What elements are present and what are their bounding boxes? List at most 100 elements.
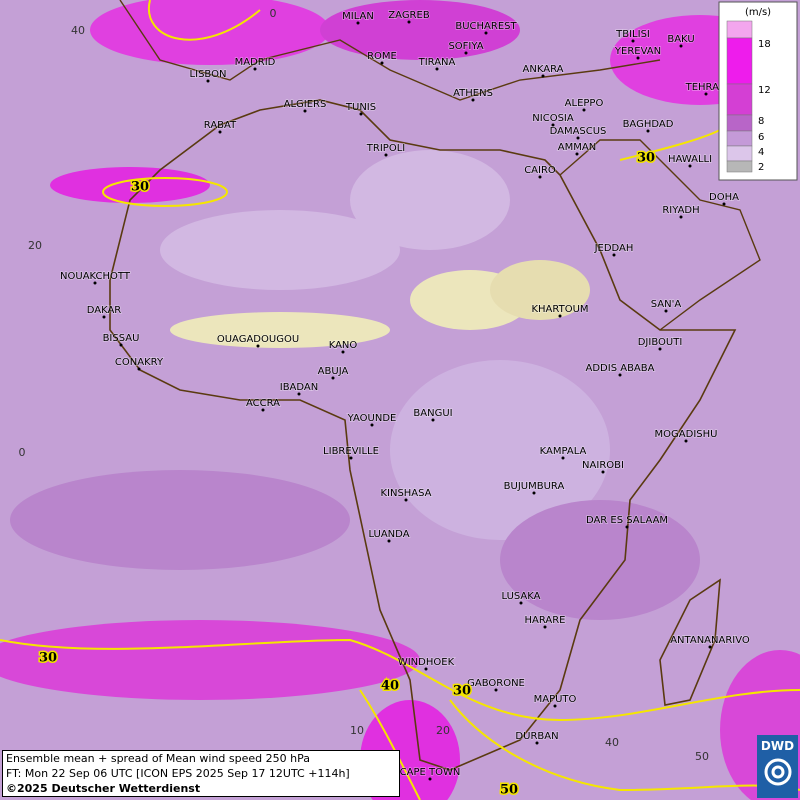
graticule-label: 40 <box>605 736 619 749</box>
city-label: KANO <box>329 340 358 351</box>
legend-label: 2 <box>758 162 764 173</box>
city-label: CAPE TOWN <box>400 767 461 778</box>
city-label: CONAKRY <box>115 357 164 368</box>
city-label: ANKARA <box>523 64 564 75</box>
city-dot <box>404 498 408 502</box>
city-label: LUSAKA <box>502 591 541 602</box>
city-dot <box>532 491 536 495</box>
city-label: ALEPPO <box>565 98 604 109</box>
city-label: TRIPOLI <box>366 143 405 154</box>
legend-label: 4 <box>758 147 764 158</box>
graticule-label: 20 <box>436 724 450 737</box>
city-dot <box>625 525 629 529</box>
city-label: TEHRAN <box>685 82 727 93</box>
city-label: YAOUNDE <box>347 413 397 424</box>
city-dot <box>519 601 523 605</box>
city-label: LUANDA <box>368 529 409 540</box>
city-dot <box>370 423 374 427</box>
city-dot <box>297 392 301 396</box>
legend-swatch <box>726 160 753 173</box>
coastline-north <box>119 0 761 331</box>
legend-label: 12 <box>758 85 771 96</box>
city-dot <box>553 704 557 708</box>
city-dot <box>601 470 605 474</box>
city-label: JEDDAH <box>594 243 634 254</box>
city-label: SAN'A <box>651 299 682 310</box>
city-dot <box>582 108 586 112</box>
legend-swatch <box>726 37 753 85</box>
city-dot <box>688 164 692 168</box>
city-label: BAKU <box>667 34 694 45</box>
city-dot <box>359 112 363 116</box>
city-dot <box>331 376 335 380</box>
legend-unit: (m/s) <box>745 7 771 18</box>
city-dot <box>646 129 650 133</box>
city-label: WINDHOEK <box>398 657 455 668</box>
city-label: ANTANANARIVO <box>670 635 750 646</box>
city-dot <box>137 367 141 371</box>
city-dot <box>253 67 257 71</box>
contour-label: 30 <box>453 684 471 699</box>
city-label: ABUJA <box>318 366 349 377</box>
legend-swatch <box>726 114 753 132</box>
footer: Ensemble mean + spread of Mean wind spee… <box>2 750 400 797</box>
city-dot <box>722 202 726 206</box>
city-dot <box>428 777 432 781</box>
city-label: HAWALLI <box>668 154 712 165</box>
city-dot <box>561 456 565 460</box>
city-label: TUNIS <box>345 102 376 113</box>
city-dot <box>664 309 668 313</box>
legend: (m/s) 18 12 8 6 4 2 <box>718 1 798 181</box>
city-label: DAR ES SALAAM <box>586 515 668 526</box>
contour-label: 30 <box>637 151 655 166</box>
city-dot <box>679 215 683 219</box>
city-label: TBILISI <box>615 29 650 40</box>
logo-swirl <box>764 758 791 786</box>
city-label: RIYADH <box>662 205 699 216</box>
city-dot <box>206 79 210 83</box>
city-label: DJIBOUTI <box>638 337 683 348</box>
city-label: BAGHDAD <box>623 119 674 130</box>
city-dot <box>349 456 353 460</box>
graticule-label: 50 <box>695 750 709 763</box>
city-dot <box>341 350 345 354</box>
graticule-label: 0 <box>270 7 277 20</box>
city-dot <box>424 667 428 671</box>
city-dot <box>380 61 384 65</box>
city-dot <box>471 98 475 102</box>
legend-label: 18 <box>758 39 771 50</box>
city-dot <box>119 343 123 347</box>
city-label: GABORONE <box>467 678 525 689</box>
city-label: NAIROBI <box>582 460 624 471</box>
city-label: ACCRA <box>246 398 280 409</box>
city-label: LISBON <box>190 69 227 80</box>
city-dot <box>551 123 555 127</box>
city-label: ALGIERS <box>284 99 327 110</box>
city-label: DOHA <box>709 192 739 203</box>
city-label: BANGUI <box>413 408 452 419</box>
contour-label: 30 <box>39 651 57 666</box>
city-dot <box>576 136 580 140</box>
city-label: TIRANA <box>418 57 456 68</box>
city-label: MADRID <box>235 57 276 68</box>
city-label: LIBREVILLE <box>323 446 379 457</box>
city-dot <box>658 347 662 351</box>
legend-label: 6 <box>758 132 764 143</box>
city-dot <box>407 20 411 24</box>
legend-swatch <box>726 145 753 162</box>
city-label: KHARTOUM <box>531 304 588 315</box>
city-label: CAIRO <box>524 165 556 176</box>
city-dot <box>484 31 488 35</box>
city-label: ROME <box>367 51 397 62</box>
city-label: KINSHASA <box>380 488 431 499</box>
legend-swatch <box>726 20 753 39</box>
city-label: ADDIS ABABA <box>586 363 655 374</box>
city-label: BUCHAREST <box>455 21 517 32</box>
graticule-label: 40 <box>71 24 85 37</box>
city-label: KAMPALA <box>540 446 587 457</box>
city-label: MOGADISHU <box>655 429 718 440</box>
city-dot <box>431 418 435 422</box>
city-dot <box>684 439 688 443</box>
city-label: DAMASCUS <box>550 126 607 137</box>
city-dot <box>618 373 622 377</box>
